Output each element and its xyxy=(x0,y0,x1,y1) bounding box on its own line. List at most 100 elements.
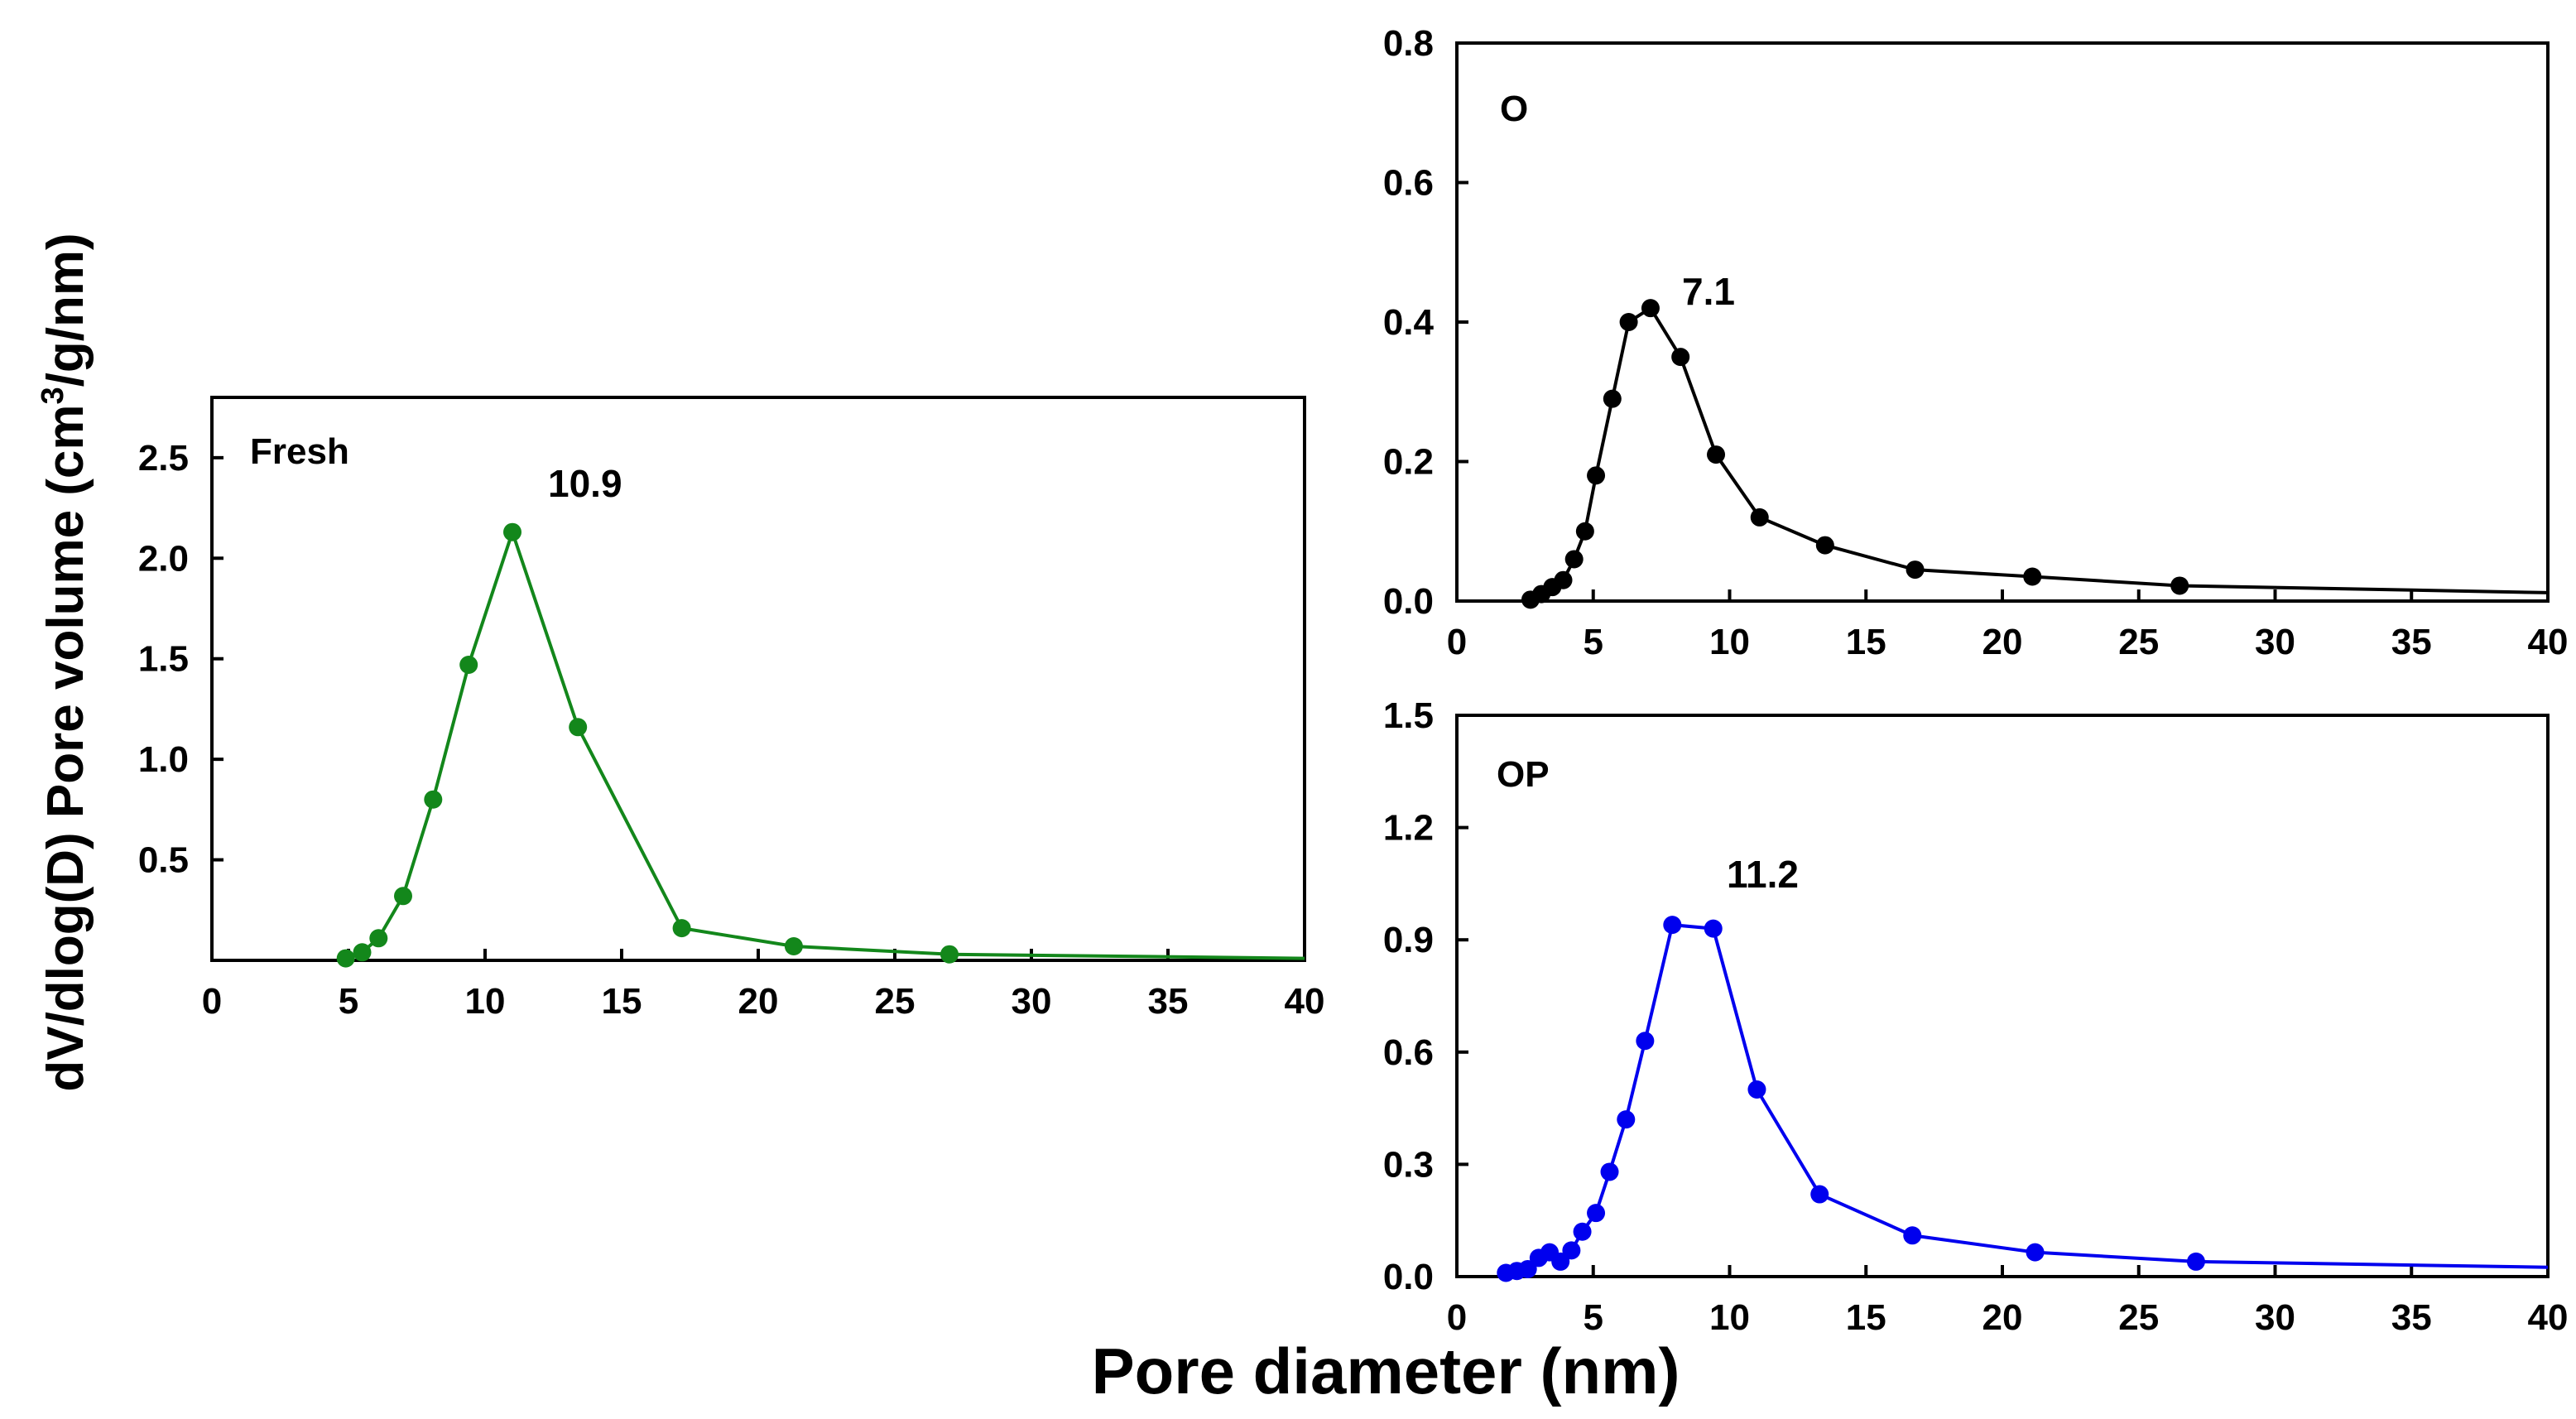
panel-fresh-xtick-label: 20 xyxy=(738,981,779,1022)
panel-o-xtick-label: 30 xyxy=(2255,622,2295,662)
panel-fresh-data-point xyxy=(569,718,588,737)
panel-op-data-point xyxy=(1747,1080,1766,1099)
panel-fresh-ytick-label: 2.0 xyxy=(138,538,189,579)
panel-op-label: OP xyxy=(1497,754,1550,795)
panel-op: 0 5 10 15 20 25 30 35 40 0.0 0.3 0.6 0.9 1.2 1.5 OP 11… xyxy=(1383,695,2569,1338)
panel-fresh-ytick-label: 1.0 xyxy=(138,739,189,780)
panel-o-label: O xyxy=(1500,89,1528,129)
panel-fresh-peak-label: 10.9 xyxy=(548,462,622,505)
panel-o-series xyxy=(1521,299,2549,609)
panel-op-data-point xyxy=(1587,1204,1606,1223)
panel-fresh-data-point xyxy=(424,790,443,809)
panel-o-data-point xyxy=(1587,466,1606,485)
panel-op-data-point xyxy=(1903,1226,1922,1245)
panel-fresh-data-point xyxy=(672,919,691,938)
panel-op-xtick-label: 0 xyxy=(1447,1297,1467,1338)
panel-op-data-point xyxy=(1600,1162,1619,1181)
panel-o-xtick-label: 35 xyxy=(2391,622,2432,662)
panel-fresh-xtick-label: 35 xyxy=(1148,981,1189,1022)
panel-op-peak-label: 11.2 xyxy=(1727,853,1799,896)
panel-o-data-point xyxy=(1707,445,1726,464)
panel-op-ticks: 0 5 10 15 20 25 30 35 40 0.0 0.3 0.6 0.9 1.2 1.5 xyxy=(1383,695,2569,1338)
panel-fresh-xtick-label: 10 xyxy=(465,981,506,1022)
panel-o-ytick-label: 0.0 xyxy=(1383,581,1434,622)
panel-fresh-data-point xyxy=(353,943,372,962)
panel-o-xtick-label: 20 xyxy=(1982,622,2023,662)
panel-fresh-data-point xyxy=(459,656,478,674)
panel-op-data-point xyxy=(1518,1259,1537,1278)
panel-op-ytick-label: 0.6 xyxy=(1383,1032,1434,1073)
panel-fresh-xtick-label: 40 xyxy=(1285,981,1325,1022)
panel-o-ytick-label: 0.8 xyxy=(1383,23,1434,64)
panel-o-xtick-label: 40 xyxy=(2528,622,2569,662)
panel-fresh: 0 5 10 15 20 25 30 35 40 0.5 1.0 1.5 2.0 2.5 Fresh 10… xyxy=(138,396,1325,1022)
panel-o-data-point xyxy=(1603,389,1622,408)
panel-op-series-line xyxy=(1505,923,2549,1275)
panel-o-xtick-label: 5 xyxy=(1584,622,1603,662)
panel-fresh-xtick-label: 5 xyxy=(339,981,358,1022)
x-axis-label: Pore diameter (nm) xyxy=(1092,1335,1680,1407)
panel-op-data-point xyxy=(2186,1252,2205,1271)
panel-op-xtick-label: 20 xyxy=(1982,1297,2023,1338)
panel-o-ticks: 0 5 10 15 20 25 30 35 40 0.0 0.2 0.4 0.6 0.8 xyxy=(1383,23,2569,662)
panel-o-peak-label: 7.1 xyxy=(1682,270,1735,313)
panel-fresh-data-point xyxy=(394,887,412,906)
panel-o-xtick-label: 10 xyxy=(1709,622,1750,662)
y-axis-label-superscript: 3 xyxy=(36,387,70,404)
panel-fresh-xtick-label: 15 xyxy=(602,981,642,1022)
panel-op-data-point xyxy=(1617,1110,1636,1129)
panel-fresh-series xyxy=(336,522,1305,968)
panel-o-ytick-label: 0.6 xyxy=(1383,163,1434,204)
panel-o-data-point xyxy=(1554,570,1573,589)
panel-fresh-xtick-label: 30 xyxy=(1012,981,1052,1022)
panel-o-data-point xyxy=(1750,507,1769,527)
panel-op-ytick-label: 1.5 xyxy=(1383,695,1434,736)
panel-op-xtick-label: 25 xyxy=(2118,1297,2159,1338)
panel-op-xtick-label: 35 xyxy=(2391,1297,2432,1338)
panel-op-data-point xyxy=(1562,1241,1581,1260)
y-axis-label: dV/dlog(D) Pore volume (cm3/g/nm) xyxy=(36,233,94,1091)
panel-o-xtick-label: 0 xyxy=(1447,622,1467,662)
panel-fresh-ytick-label: 1.5 xyxy=(138,639,189,680)
y-axis-label-tail: /g/nm) xyxy=(37,233,94,387)
panel-o-data-point xyxy=(1575,522,1594,541)
panel-fresh-xtick-label: 0 xyxy=(202,981,222,1022)
panel-op-xtick-label: 5 xyxy=(1584,1297,1603,1338)
panel-op-data-point xyxy=(1636,1032,1655,1051)
panel-fresh-frame xyxy=(210,396,1306,962)
panel-op-ytick-label: 0.9 xyxy=(1383,920,1434,960)
panel-op-xtick-label: 40 xyxy=(2528,1297,2569,1338)
panel-op-data-point xyxy=(1551,1252,1570,1271)
panel-op-data-point xyxy=(1573,1222,1592,1241)
panel-o-xtick-label: 25 xyxy=(2118,622,2159,662)
panel-op-data-point xyxy=(1704,919,1723,938)
panel-op-ytick-label: 1.2 xyxy=(1383,808,1434,849)
panel-o-data-point xyxy=(1671,348,1690,367)
panel-o-xtick-label: 15 xyxy=(1846,622,1886,662)
panel-o: 0 5 10 15 20 25 30 35 40 0.0 0.2 0.4 0.6 0.8 O 7.1 xyxy=(1383,23,2569,662)
panel-op-data-point xyxy=(1663,916,1682,935)
panel-op-data-point xyxy=(1810,1185,1829,1204)
panel-op-data-point xyxy=(2026,1243,2045,1262)
panel-fresh-data-point xyxy=(503,522,521,541)
panel-op-series xyxy=(1497,916,2549,1282)
panel-op-xtick-label: 15 xyxy=(1846,1297,1886,1338)
panel-fresh-data-point xyxy=(940,945,959,964)
panel-op-frame xyxy=(1455,714,2550,1278)
panel-op-ytick-label: 0.3 xyxy=(1383,1144,1434,1185)
panel-op-xtick-label: 30 xyxy=(2255,1297,2295,1338)
panel-fresh-series-line xyxy=(345,530,1305,960)
panel-o-data-point xyxy=(1641,299,1660,318)
panel-fresh-ytick-label: 2.5 xyxy=(138,438,189,479)
panel-o-data-point xyxy=(1564,550,1584,569)
panel-o-ytick-label: 0.2 xyxy=(1383,442,1434,483)
panel-fresh-data-point xyxy=(336,949,355,968)
panel-o-data-point xyxy=(2170,576,2189,595)
panel-fresh-xtick-label: 25 xyxy=(875,981,916,1022)
y-axis-label-main: dV/dlog(D) Pore volume (cm xyxy=(37,404,94,1091)
panel-fresh-ytick-label: 0.5 xyxy=(138,840,189,881)
panel-o-data-point xyxy=(1815,536,1834,555)
panel-op-ytick-label: 0.0 xyxy=(1383,1257,1434,1297)
panel-fresh-label: Fresh xyxy=(250,431,349,472)
